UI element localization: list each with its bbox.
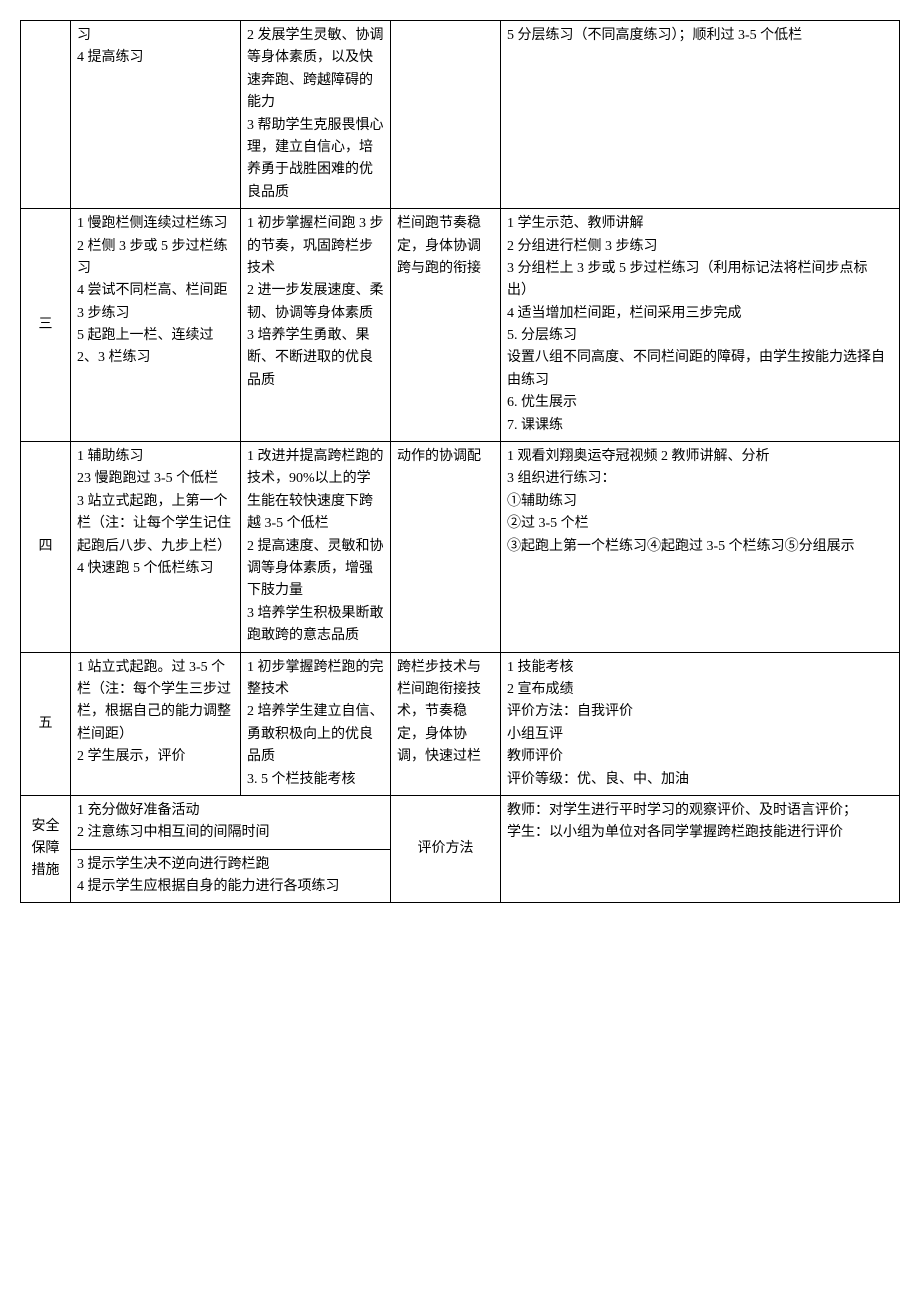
cell-text: 1 初步掌握栏间跑 3 步的节奏，巩固跨栏步技术 2 进一步发展速度、柔韧、协调… <box>247 216 384 388</box>
table-row: 安全保障措施 1 充分做好准备活动 2 注意练习中相互间的间隔时间 评价方法 教… <box>21 795 900 849</box>
lesson-number-cell: 三 <box>21 209 71 442</box>
cell-text: 跨栏步技术与栏间跑衔接技术，节奏稳定，身体协调，快速过栏 <box>397 660 481 765</box>
table-row: 五 1 站立式起跑。过 3-5 个栏（注：每个学生三步过栏，根据自己的能力调整栏… <box>21 652 900 795</box>
eval-label: 评价方法 <box>418 841 474 856</box>
table-row: 三 1 慢跑栏侧连续过栏练习 2 栏侧 3 步或 5 步过栏练习 4 尝试不同栏… <box>21 209 900 442</box>
lesson-number: 五 <box>39 716 53 731</box>
content-cell-a: 1 慢跑栏侧连续过栏练习 2 栏侧 3 步或 5 步过栏练习 4 尝试不同栏高、… <box>71 209 241 442</box>
content-cell-c: 栏间跑节奏稳定，身体协调跨与跑的衔接 <box>391 209 501 442</box>
lesson-number: 三 <box>39 317 53 332</box>
content-cell-a: 习 4 提高练习 <box>71 21 241 209</box>
content-cell-c: 动作的协调配 <box>391 442 501 653</box>
content-cell-d: 5 分层练习（不同高度练习）；顺利过 3-5 个低栏 <box>501 21 900 209</box>
cell-text: 5 分层练习（不同高度练习）；顺利过 3-5 个低栏 <box>507 28 802 43</box>
safety-content-cell: 3 提示学生决不逆向进行跨栏跑 4 提示学生应根据自身的能力进行各项练习 <box>71 849 391 903</box>
content-cell-c <box>391 21 501 209</box>
safety-label: 安全保障措施 <box>32 819 60 879</box>
cell-text: 1 初步掌握跨栏跑的完整技术 2 培养学生建立自信、勇敢积极向上的优良品质 3.… <box>247 660 384 787</box>
content-cell-d: 1 学生示范、教师讲解 2 分组进行栏侧 3 步练习 3 分组栏上 3 步或 5… <box>501 209 900 442</box>
cell-text: 1 技能考核 2 宣布成绩 评价方法：自我评价 小组互评 教师评价 评价等级：优… <box>507 660 689 787</box>
cell-text: 习 4 提高练习 <box>77 28 144 65</box>
cell-text: 1 观看刘翔奥运夺冠视频 2 教师讲解、分析 3 组织进行练习： ①辅助练习 ②… <box>507 449 855 554</box>
cell-text: 1 站立式起跑。过 3-5 个栏（注：每个学生三步过栏，根据自己的能力调整栏间距… <box>77 660 231 765</box>
content-cell-b: 2 发展学生灵敏、协调等身体素质，以及快速奔跑、跨越障碍的能力 3 帮助学生克服… <box>241 21 391 209</box>
cell-text: 2 发展学生灵敏、协调等身体素质，以及快速奔跑、跨越障碍的能力 3 帮助学生克服… <box>247 28 384 200</box>
eval-content-cell: 教师：对学生进行平时学习的观察评价、及时语言评价； 学生：以小组为单位对各同学掌… <box>501 795 900 903</box>
content-cell-a: 1 辅助练习 23 慢跑跑过 3-5 个低栏 3 站立式起跑，上第一个栏（注：让… <box>71 442 241 653</box>
content-cell-b: 1 初步掌握栏间跑 3 步的节奏，巩固跨栏步技术 2 进一步发展速度、柔韧、协调… <box>241 209 391 442</box>
cell-text: 动作的协调配 <box>397 449 481 464</box>
table-row: 四 1 辅助练习 23 慢跑跑过 3-5 个低栏 3 站立式起跑，上第一个栏（注… <box>21 442 900 653</box>
cell-text: 1 改进并提高跨栏跑的技术，90%以上的学生能在较快速度下跨越 3-5 个低栏 … <box>247 449 384 643</box>
lesson-plan-table: 习 4 提高练习 2 发展学生灵敏、协调等身体素质，以及快速奔跑、跨越障碍的能力… <box>20 20 900 903</box>
safety-content-cell: 1 充分做好准备活动 2 注意练习中相互间的间隔时间 <box>71 795 391 849</box>
content-cell-a: 1 站立式起跑。过 3-5 个栏（注：每个学生三步过栏，根据自己的能力调整栏间距… <box>71 652 241 795</box>
cell-text: 教师：对学生进行平时学习的观察评价、及时语言评价； 学生：以小组为单位对各同学掌… <box>507 803 857 840</box>
cell-text: 栏间跑节奏稳定，身体协调跨与跑的衔接 <box>397 216 481 276</box>
lesson-number-cell <box>21 21 71 209</box>
content-cell-d: 1 观看刘翔奥运夺冠视频 2 教师讲解、分析 3 组织进行练习： ①辅助练习 ②… <box>501 442 900 653</box>
cell-text: 1 辅助练习 23 慢跑跑过 3-5 个低栏 3 站立式起跑，上第一个栏（注：让… <box>77 449 231 576</box>
safety-label-cell: 安全保障措施 <box>21 795 71 903</box>
content-cell-b: 1 初步掌握跨栏跑的完整技术 2 培养学生建立自信、勇敢积极向上的优良品质 3.… <box>241 652 391 795</box>
lesson-number: 四 <box>39 539 53 554</box>
cell-text: 1 慢跑栏侧连续过栏练习 2 栏侧 3 步或 5 步过栏练习 4 尝试不同栏高、… <box>77 216 231 365</box>
cell-text: 1 充分做好准备活动 2 注意练习中相互间的间隔时间 <box>77 803 270 840</box>
lesson-number-cell: 五 <box>21 652 71 795</box>
content-cell-d: 1 技能考核 2 宣布成绩 评价方法：自我评价 小组互评 教师评价 评价等级：优… <box>501 652 900 795</box>
table-row: 习 4 提高练习 2 发展学生灵敏、协调等身体素质，以及快速奔跑、跨越障碍的能力… <box>21 21 900 209</box>
eval-label-cell: 评价方法 <box>391 795 501 903</box>
lesson-number-cell: 四 <box>21 442 71 653</box>
content-cell-c: 跨栏步技术与栏间跑衔接技术，节奏稳定，身体协调，快速过栏 <box>391 652 501 795</box>
cell-text: 3 提示学生决不逆向进行跨栏跑 4 提示学生应根据自身的能力进行各项练习 <box>77 857 340 894</box>
content-cell-b: 1 改进并提高跨栏跑的技术，90%以上的学生能在较快速度下跨越 3-5 个低栏 … <box>241 442 391 653</box>
cell-text: 1 学生示范、教师讲解 2 分组进行栏侧 3 步练习 3 分组栏上 3 步或 5… <box>507 216 885 433</box>
